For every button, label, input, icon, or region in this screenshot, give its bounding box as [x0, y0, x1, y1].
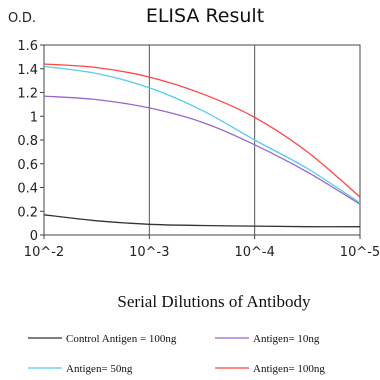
y-tick-label: 0.2: [17, 205, 38, 220]
x-tick-label: 10^-2: [24, 245, 64, 260]
series-line-2: [43, 95, 361, 205]
legend-item: Control Antigen = 100ng: [28, 333, 177, 345]
series-lines: [43, 63, 361, 228]
x-tick-label: 10^-3: [129, 245, 169, 260]
x-tick-label: 10^-5: [340, 245, 380, 260]
series-line-1: [43, 214, 361, 228]
y-tick-label: 1: [30, 110, 38, 125]
y-tick-label: 1.2: [17, 87, 38, 102]
series-line-4: [43, 63, 361, 198]
plot-frame: [43, 44, 361, 236]
series-line-3: [43, 65, 361, 204]
x-axis-ticks: 10^-2 10^-3 10^-4 10^-5: [24, 235, 380, 260]
x-tick-label: 10^-4: [234, 245, 274, 260]
legend-label: Antigen= 50ng: [66, 363, 133, 375]
y-tick-label: 0: [30, 229, 38, 244]
y-tick-label: 1.4: [17, 63, 38, 78]
legend-item: Antigen= 100ng: [215, 363, 325, 375]
legend-label: Control Antigen = 100ng: [66, 333, 177, 345]
y-tick-label: 0.4: [17, 182, 38, 197]
x-axis-label: Serial Dilutions of Antibody: [117, 292, 311, 311]
y-tick-label: 1.6: [17, 39, 38, 54]
y-tick-label: 0.8: [17, 134, 38, 149]
legend-label: Antigen= 10ng: [253, 333, 320, 345]
y-axis-label: O.D.: [8, 11, 36, 26]
y-axis-ticks: 0 0.2 0.4 0.6 0.8 1 1.2 1.4 1.6: [17, 39, 44, 244]
plot-area: [43, 44, 361, 236]
legend: Control Antigen = 100ng Antigen= 10ng Anti…: [28, 333, 325, 375]
chart-title: ELISA Result: [146, 5, 264, 27]
legend-label: Antigen= 100ng: [253, 363, 325, 375]
legend-item: Antigen= 10ng: [215, 333, 320, 345]
y-tick-label: 0.6: [17, 158, 38, 173]
legend-item: Antigen= 50ng: [28, 363, 133, 375]
